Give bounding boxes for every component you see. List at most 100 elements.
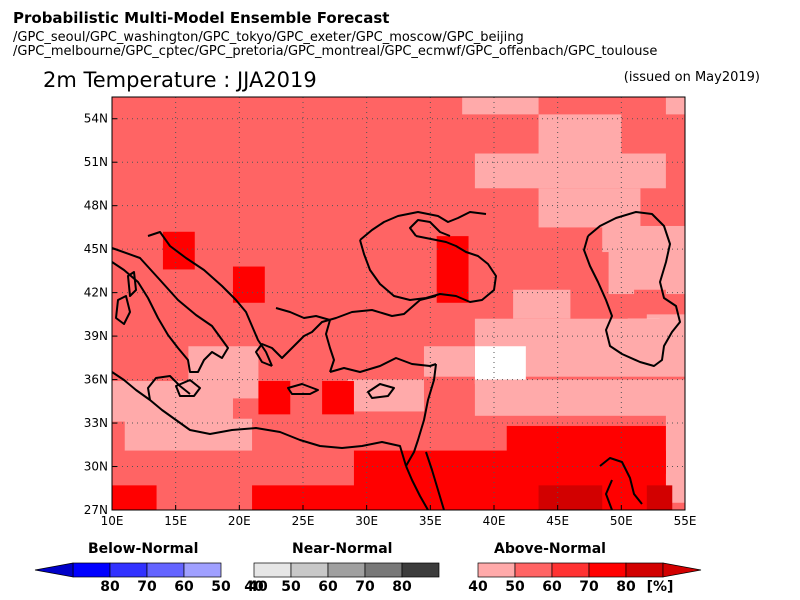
y-tick-label: 36N (84, 373, 108, 387)
y-axis-ticks: 27N 30N 33N 36N 39N 42N 45N 48N 51N 54N (84, 112, 117, 517)
variable-title: 2m Temperature : JJA2019 (43, 68, 317, 92)
legend-above-label: Above-Normal (494, 541, 606, 557)
x-axis-ticks: 10E 15E 20E 25E 30E 35E 40E 45E 50E 55E (101, 505, 697, 528)
x-tick-label: 45E (546, 514, 569, 528)
arabia-gulf-east (605, 479, 613, 511)
field-cell-7 (634, 289, 666, 315)
below-swatch (183, 562, 222, 578)
y-tick-label: 51N (84, 155, 108, 169)
field-cell-4 (538, 188, 641, 228)
legend-below-label: Below-Normal (88, 541, 199, 557)
map-title: Probabilistic Multi-Model Ensemble Forec… (13, 9, 390, 27)
legend-unit: [%] (647, 579, 674, 595)
near-swatch (253, 562, 292, 578)
y-tick-label: 54N (84, 112, 108, 126)
tunisia-coast (147, 375, 191, 401)
probability-cells (112, 97, 685, 510)
field-cell-23 (258, 381, 291, 415)
above-swatch (588, 562, 627, 578)
x-tick-label: 15E (164, 514, 187, 528)
field-cell-5 (602, 225, 685, 295)
coastlines (111, 211, 681, 511)
field-cell-18 (474, 379, 685, 416)
field-cell-29 (538, 485, 603, 510)
field-cell-12 (474, 346, 526, 384)
below-tick-label: 70 (137, 579, 157, 595)
corsica-coast (127, 271, 137, 297)
x-tick-label: 40E (483, 514, 506, 528)
above-arrow (662, 562, 702, 578)
cyprus-coast (367, 383, 395, 399)
field-cell-19 (665, 379, 685, 503)
above-tick-label: 60 (542, 579, 562, 595)
below-swatch (72, 562, 111, 578)
field-cell-1 (665, 97, 685, 115)
x-tick-label: 30E (355, 514, 378, 528)
field-cell-30 (646, 485, 673, 510)
above-tick-label: 70 (579, 579, 599, 595)
issued-label: (issued on May2019) (623, 70, 760, 85)
near-tick-label: 70 (355, 579, 375, 595)
sardinia-coast (115, 295, 131, 325)
caspian-coast (583, 211, 681, 367)
above-swatch (514, 562, 553, 578)
below-tick-label: 50 (211, 579, 231, 595)
red-sea-west (405, 465, 429, 511)
field-cell-2 (538, 114, 622, 155)
field-cell-21 (232, 266, 265, 303)
field-cell-24 (322, 381, 354, 415)
graticule (112, 97, 685, 510)
map-frame (111, 96, 686, 511)
centres-line-1: /GPC_seoul/GPC_washington/GPC_tokyo/GPC_… (13, 30, 524, 45)
field-cell-16 (124, 418, 253, 451)
above-tick-label: 40 (468, 579, 488, 595)
black-sea-west (359, 211, 487, 241)
crimea-coast (409, 219, 451, 237)
near-swatch (290, 562, 329, 578)
x-tick-label: 55E (674, 514, 697, 528)
y-tick-label: 39N (84, 329, 108, 343)
turkey-south-coast (329, 357, 437, 373)
near-swatch (401, 562, 440, 578)
near-swatch (364, 562, 403, 578)
near-tick-label: 50 (281, 579, 301, 595)
x-tick-label: 20E (228, 514, 251, 528)
levant-coast (405, 363, 437, 467)
y-tick-label: 30N (84, 460, 108, 474)
italy-coast (111, 247, 229, 373)
above-swatch (477, 562, 516, 578)
near-tick-label: 40 (244, 579, 264, 595)
below-tick-label: 60 (174, 579, 194, 595)
turkey-west-coast (325, 319, 335, 373)
field-cell-26 (506, 425, 666, 474)
field-cell-15 (112, 381, 233, 422)
field-cell-3 (474, 153, 666, 189)
above-swatch (551, 562, 590, 578)
greece-coast (255, 295, 437, 367)
above-swatch (625, 562, 664, 578)
y-tick-label: 45N (84, 242, 108, 256)
above-tick-label: 80 (616, 579, 636, 595)
field-cell-27 (252, 485, 666, 510)
y-tick-label: 48N (84, 199, 108, 213)
field-cell-28 (112, 485, 157, 510)
field-cell-0 (462, 97, 539, 115)
field-cell-20 (162, 231, 195, 270)
centres-line-2: /GPC_melbourne/GPC_cptec/GPC_pretoria/GP… (13, 44, 658, 59)
near-swatch (327, 562, 366, 578)
below-arrow (34, 562, 74, 578)
crete-coast (287, 383, 319, 395)
adriatic-balkans-coast (147, 231, 273, 367)
sicily-coast (175, 379, 201, 397)
north-africa-coast (111, 371, 407, 467)
below-tick-label: 40 (248, 579, 268, 595)
persian-gulf-coast (599, 457, 643, 505)
y-tick-label: 27N (84, 503, 108, 517)
x-tick-label: 35E (419, 514, 442, 528)
y-tick-label: 42N (84, 286, 108, 300)
x-tick-label: 25E (292, 514, 315, 528)
x-tick-label: 10E (101, 514, 124, 528)
below-tick-label: 80 (100, 579, 120, 595)
